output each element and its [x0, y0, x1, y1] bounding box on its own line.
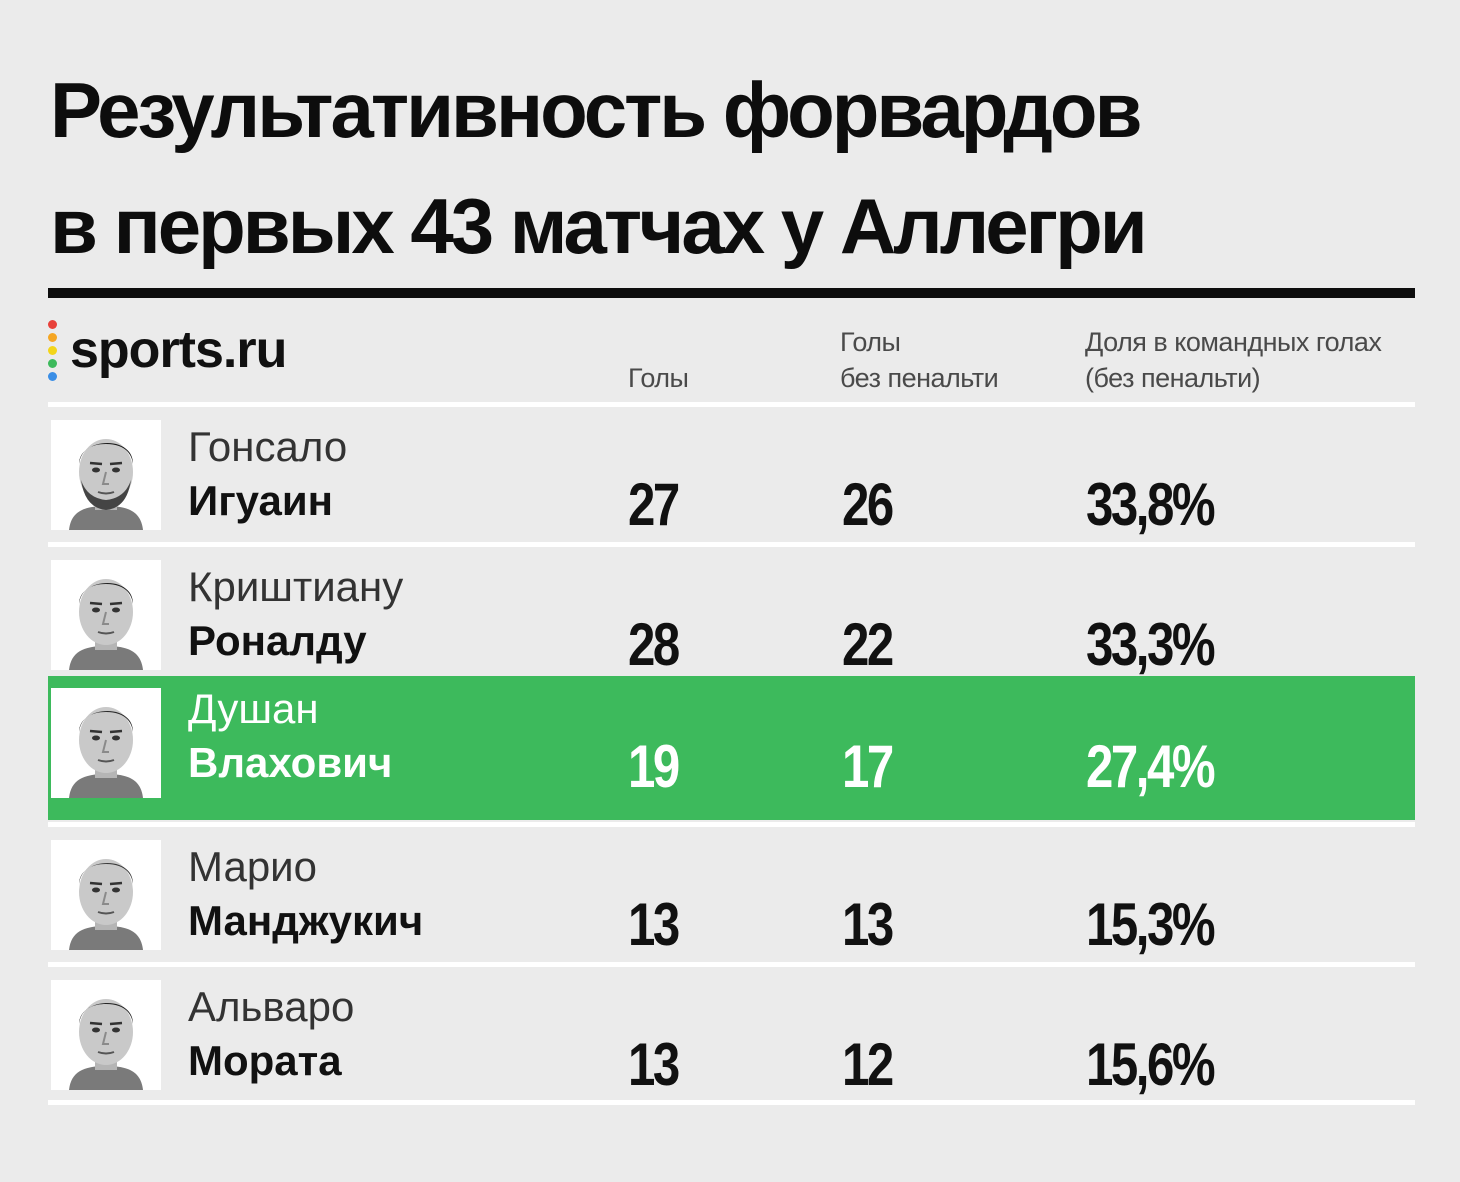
player-first-name: Душан [188, 685, 319, 732]
player-photo [51, 980, 161, 1090]
logo-dot [48, 359, 57, 368]
player-last-name: Роналду [188, 617, 367, 664]
goals-value: 28 [628, 611, 680, 678]
table-row: Гонсало Игуаин 27 26 33,8% [48, 412, 1415, 542]
non-penalty-goals-value: 13 [842, 891, 894, 958]
player-first-name: Криштиану [188, 563, 404, 610]
row-divider [48, 1100, 1415, 1105]
logo-dots-icon [48, 320, 58, 385]
non-penalty-goals-value: 17 [842, 733, 894, 800]
goals-value: 19 [628, 733, 680, 800]
player-last-name: Мората [188, 1037, 342, 1084]
logo-dot [48, 346, 57, 355]
team-share-value: 15,3% [1086, 891, 1216, 958]
header-npg-line-1: Голы [840, 327, 901, 357]
player-first-name: Альваро [188, 983, 355, 1030]
header-npg-line-2: без пенальти [840, 363, 999, 393]
team-share-value: 27,4% [1086, 733, 1216, 800]
title-divider [48, 288, 1415, 298]
logo-dot [48, 372, 57, 381]
title-line-2: в первых 43 матчах у Аллегри [50, 182, 1148, 270]
header-team-share: Доля в командных голах (без пенальти) [1085, 324, 1382, 396]
row-divider [48, 962, 1415, 967]
title-line-1: Результативность форвардов [50, 66, 1143, 154]
highlight-band [48, 676, 1415, 820]
player-last-name: Манджукич [188, 897, 424, 944]
team-share-value: 33,3% [1086, 611, 1216, 678]
table-row: Альваро Мората 13 12 15,6% [48, 972, 1415, 1102]
table-row: Криштиану Роналду 28 22 33,3% [48, 552, 1415, 682]
row-divider [48, 542, 1415, 547]
team-share-value: 33,8% [1086, 471, 1216, 538]
player-last-name: Игуаин [188, 477, 334, 524]
header-non-penalty-goals: Голы без пенальти [840, 324, 999, 396]
goals-value: 13 [628, 891, 680, 958]
header-share-line-2: (без пенальти) [1085, 363, 1261, 393]
player-photo [51, 420, 161, 530]
non-penalty-goals-value: 26 [842, 471, 894, 538]
row-divider [48, 402, 1415, 407]
goals-value: 27 [628, 471, 680, 538]
sports-ru-logo: sports.ru [48, 318, 328, 384]
header-share-line-1: Доля в командных голах [1085, 327, 1382, 357]
header-goals-label: Голы [628, 363, 689, 393]
player-photo [51, 688, 161, 798]
team-share-value: 15,6% [1086, 1031, 1216, 1098]
goals-value: 13 [628, 1031, 680, 1098]
logo-dot [48, 333, 57, 342]
player-photo [51, 840, 161, 950]
player-first-name: Марио [188, 843, 317, 890]
row-divider [48, 822, 1415, 827]
player-photo [51, 560, 161, 670]
logo-text: sports.ru [70, 321, 287, 379]
header-goals: Голы [628, 360, 689, 396]
infographic-title: Результативность форвардов в первых 43 м… [50, 52, 1430, 284]
table-row: Душан Влахович 19 17 27,4% [48, 676, 1415, 822]
table-row: Марио Манджукич 13 13 15,3% [48, 832, 1415, 962]
player-first-name: Гонсало [188, 423, 348, 470]
non-penalty-goals-value: 22 [842, 611, 894, 678]
logo-dot [48, 320, 57, 329]
player-last-name: Влахович [188, 739, 393, 786]
non-penalty-goals-value: 12 [842, 1031, 894, 1098]
